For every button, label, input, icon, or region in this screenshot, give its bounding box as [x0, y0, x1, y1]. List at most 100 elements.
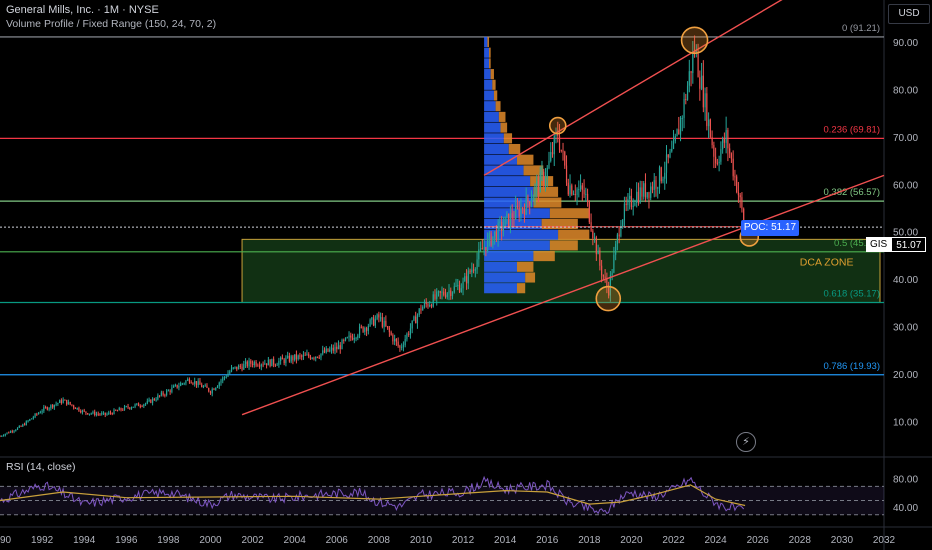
candle-body [409, 328, 412, 335]
candle-body [241, 366, 243, 370]
volume-profile-down-bar [498, 111, 506, 122]
candle-body [336, 346, 338, 350]
x-tick-label: 2022 [662, 535, 685, 546]
candle-body [567, 182, 569, 195]
candle-body [699, 77, 701, 89]
candle-body [472, 269, 475, 271]
candle-body [32, 417, 34, 419]
candle-body [483, 247, 485, 250]
candle-body [444, 294, 447, 298]
candle-body [143, 404, 145, 407]
candle-body [230, 367, 233, 372]
candle-body [174, 384, 176, 386]
y-tick-label: 30.00 [893, 323, 918, 334]
candle-body [102, 412, 105, 414]
candle-body [194, 381, 196, 384]
candle-body [285, 357, 287, 364]
candle-body [471, 269, 473, 273]
volume-profile-down-bar [500, 122, 508, 133]
candle-body [36, 413, 38, 415]
candle-body [92, 411, 94, 414]
volume-profile-up-bar [484, 36, 488, 48]
candle-body [111, 413, 113, 415]
volume-profile-up-bar [484, 176, 531, 187]
candle-body [18, 425, 20, 428]
candle-body [266, 363, 268, 366]
candle-body [693, 51, 696, 53]
chart-title: General Mills, Inc. · 1M · NYSE [6, 4, 159, 16]
candle-body [458, 285, 461, 293]
candle-body [604, 276, 606, 279]
candle-body [455, 285, 457, 287]
indicator-label[interactable]: Volume Profile / Fixed Range (150, 24, 7… [6, 18, 217, 30]
volume-profile-down-bar [490, 69, 494, 80]
candle-body [450, 290, 452, 297]
candle-body [115, 409, 117, 411]
candle-body [288, 355, 291, 362]
flash-icon[interactable]: ⚡ [736, 432, 756, 452]
candle-body [199, 381, 201, 385]
candle-body [650, 186, 652, 198]
candle-body [292, 356, 294, 361]
candle-body [648, 192, 650, 198]
candle-body [4, 433, 6, 436]
candle-body [27, 420, 29, 422]
candle-body [87, 413, 89, 415]
candle-body [197, 381, 199, 386]
candle-body [601, 265, 603, 276]
candle-body [562, 150, 564, 152]
candle-body [418, 308, 420, 316]
candle-body [416, 315, 419, 324]
candle-body [243, 364, 245, 370]
candle-body [602, 275, 604, 277]
candle-body [306, 354, 308, 356]
rsi-label[interactable]: RSI (14, close) [6, 461, 76, 473]
candle-body [181, 383, 184, 385]
candle-body [511, 213, 513, 220]
candle-body [202, 386, 205, 388]
candle-body [688, 71, 690, 86]
x-tick-label: 2028 [789, 535, 812, 546]
fib-level-label: 0.5 (45.87) [834, 238, 880, 249]
candle-body [299, 355, 301, 357]
candle-body [280, 357, 282, 361]
candle-body [295, 354, 298, 360]
candle-body [565, 165, 568, 183]
candle-body [141, 406, 143, 408]
candle-body [508, 213, 510, 227]
candle-body [665, 154, 668, 173]
candle-body [571, 185, 573, 195]
candle-body [437, 291, 440, 293]
candle-body [220, 380, 222, 383]
candle-body [157, 395, 159, 400]
rsi-ma-line [0, 484, 746, 507]
candle-body [451, 292, 454, 297]
candle-body [502, 225, 504, 231]
candle-body [643, 183, 645, 197]
volume-profile-up-bar [484, 261, 517, 272]
candle-body [585, 193, 587, 195]
x-tick-label: 2002 [241, 535, 264, 546]
candle-body [729, 148, 731, 154]
x-tick-label: 1992 [31, 535, 54, 546]
candle-body [164, 394, 166, 396]
candle-body [579, 185, 582, 190]
currency-button[interactable]: USD [888, 4, 930, 24]
candle-body [232, 367, 234, 369]
volume-profile-down-bar [549, 208, 590, 219]
candle-body [727, 130, 729, 149]
rsi-line [0, 475, 745, 515]
candle-body [337, 345, 340, 350]
candle-body [523, 209, 526, 215]
candle-body [381, 317, 383, 327]
candle-body [216, 386, 219, 388]
candle-body [625, 203, 627, 206]
candle-body [123, 406, 126, 410]
candle-body [122, 409, 124, 411]
candle-body [206, 385, 208, 389]
candle-body [525, 196, 527, 215]
candle-body [376, 314, 378, 320]
candle-body [708, 119, 710, 127]
candle-body [576, 189, 578, 195]
